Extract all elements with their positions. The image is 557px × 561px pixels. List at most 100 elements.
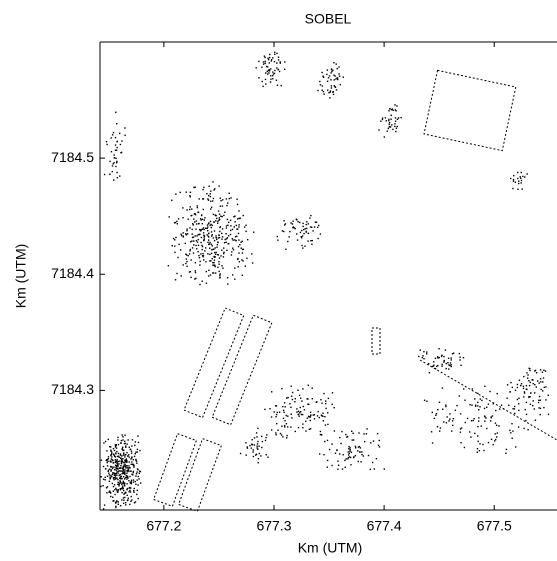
edge-pixel xyxy=(436,413,437,414)
edge-pixel xyxy=(108,456,109,457)
edge-pixel xyxy=(256,436,257,437)
edge-pixel xyxy=(140,482,141,483)
edge-pixel xyxy=(217,267,218,268)
edge-pixel xyxy=(206,193,207,194)
edge-pixel xyxy=(134,488,135,489)
edge-pixel xyxy=(330,79,331,80)
edge-pixel xyxy=(135,453,136,454)
edge-pixel xyxy=(174,245,175,246)
edge-pixel xyxy=(136,473,137,474)
edge-pixel xyxy=(523,396,524,397)
edge-pixel xyxy=(111,137,112,138)
edge-pixel xyxy=(424,400,425,401)
edge-pixel xyxy=(277,240,278,241)
edge-pixel xyxy=(125,447,126,448)
edge-pixel xyxy=(113,448,114,449)
edge-pixel xyxy=(131,451,132,452)
y-axis-label: Km (UTM) xyxy=(13,244,29,309)
edge-pixel xyxy=(526,389,527,390)
edge-pixel xyxy=(131,457,132,458)
edge-pixel xyxy=(133,492,134,493)
edge-pixel xyxy=(514,406,515,407)
edge-pixel xyxy=(114,489,115,490)
edge-pixel xyxy=(113,162,114,163)
edge-pixel xyxy=(358,432,359,433)
edge-pixel xyxy=(120,454,121,455)
edge-pixel xyxy=(314,418,315,419)
edge-pixel xyxy=(123,471,124,472)
edge-pixel xyxy=(211,231,212,232)
edge-pixel xyxy=(519,380,520,381)
edge-pixel xyxy=(295,398,296,399)
edge-pixel xyxy=(363,433,364,434)
edge-pixel xyxy=(203,187,204,188)
edge-pixel xyxy=(508,405,509,406)
edge-pixel xyxy=(429,372,430,373)
edge-pixel xyxy=(285,406,286,407)
edge-pixel xyxy=(301,400,302,401)
edge-pixel xyxy=(265,63,266,64)
edge-pixel xyxy=(127,465,128,466)
edge-pixel xyxy=(219,214,220,215)
edge-pixel xyxy=(271,59,272,60)
edge-pixel xyxy=(267,73,268,74)
edge-pixel xyxy=(109,491,110,492)
edge-pixel xyxy=(113,478,114,479)
edge-pixel xyxy=(276,67,277,68)
edge-pixel xyxy=(110,455,111,456)
edge-pixel xyxy=(118,463,119,464)
edge-pixel xyxy=(453,353,454,354)
edge-pixel xyxy=(131,499,132,500)
edge-pixel xyxy=(213,189,214,190)
edge-pixel xyxy=(535,420,536,421)
edge-pixel xyxy=(196,248,197,249)
edge-pixel xyxy=(488,404,489,405)
edge-pixel xyxy=(440,427,441,428)
edge-pixel xyxy=(128,465,129,466)
edge-pixel xyxy=(297,239,298,240)
edge-pixel xyxy=(450,364,451,365)
edge-pixel xyxy=(190,192,191,193)
edge-pixel xyxy=(212,200,213,201)
edge-pixel xyxy=(127,476,128,477)
edge-pixel xyxy=(236,225,237,226)
edge-pixel xyxy=(122,487,123,488)
edge-pixel xyxy=(230,220,231,221)
edge-pixel xyxy=(196,223,197,224)
edge-pixel xyxy=(183,236,184,237)
edge-pixel xyxy=(121,461,122,462)
edge-pixel xyxy=(115,502,116,503)
edge-pixel xyxy=(496,436,497,437)
edge-pixel xyxy=(512,387,513,388)
edge-pixel xyxy=(265,437,266,438)
edge-pixel xyxy=(120,465,121,466)
edge-pixel xyxy=(120,458,121,459)
edge-pixel xyxy=(332,92,333,93)
edge-pixel xyxy=(348,448,349,449)
edge-pixel xyxy=(186,209,187,210)
edge-pixel xyxy=(343,454,344,455)
edge-pixel xyxy=(131,453,132,454)
edge-pixel xyxy=(216,252,217,253)
edge-pixel xyxy=(135,481,136,482)
edge-pixel xyxy=(378,445,379,446)
edge-pixel xyxy=(104,174,105,175)
edge-pixel xyxy=(237,218,238,219)
edge-pixel xyxy=(116,471,117,472)
edge-pixel xyxy=(262,441,263,442)
edge-pixel xyxy=(130,470,131,471)
edge-pixel xyxy=(306,224,307,225)
edge-pixel xyxy=(233,239,234,240)
edge-pixel xyxy=(214,266,215,267)
edge-pixel xyxy=(118,444,119,445)
edge-pixel xyxy=(123,473,124,474)
edge-pixel xyxy=(545,386,546,387)
edge-pixel xyxy=(119,175,120,176)
edge-pixel xyxy=(456,405,457,406)
edge-pixel xyxy=(339,76,340,77)
edge-pixel xyxy=(481,400,482,401)
edge-pixel xyxy=(222,199,223,200)
edge-pixel xyxy=(395,121,396,122)
edge-pixel xyxy=(284,402,285,403)
edge-pixel xyxy=(220,216,221,217)
